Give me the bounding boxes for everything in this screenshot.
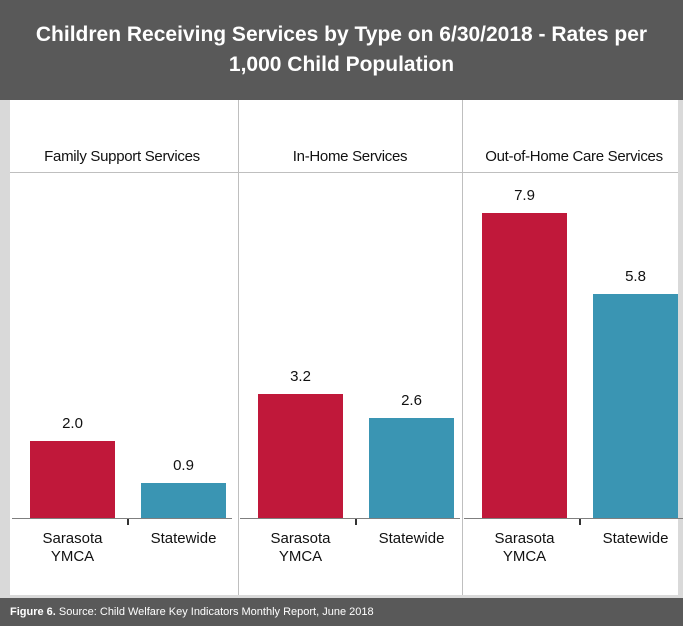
bar-label: Statewide <box>378 530 445 547</box>
baseline <box>464 518 683 519</box>
bar <box>141 483 226 518</box>
bar <box>593 294 678 518</box>
panel-header: In-Home Services <box>292 148 408 165</box>
value-label: 2.6 <box>401 391 422 409</box>
baseline <box>12 518 232 519</box>
bar-label: Sarasota YMCA <box>270 530 331 565</box>
panel-header: Out-of-Home Care Services <box>485 148 663 165</box>
bar <box>258 394 343 518</box>
chart-title: Children Receiving Services by Type on 6… <box>0 0 683 100</box>
value-label: 5.8 <box>625 268 646 286</box>
plot-area: Family Support Services In-Home Services O… <box>10 100 683 595</box>
figure-label: Figure 6. <box>10 606 56 618</box>
bar <box>30 440 115 518</box>
bar-label: Statewide <box>150 530 217 547</box>
panel-divider <box>238 100 239 595</box>
baseline <box>240 518 460 519</box>
bar-label: Statewide <box>602 530 669 547</box>
value-label: 2.0 <box>62 414 83 432</box>
bar <box>482 213 567 518</box>
x-tick <box>579 519 581 525</box>
value-label: 0.9 <box>173 457 194 475</box>
bar-label: Sarasota YMCA <box>494 530 555 565</box>
x-tick <box>127 519 129 525</box>
bar-label: Sarasota YMCA <box>42 530 103 565</box>
value-label: 3.2 <box>290 368 311 386</box>
panel-header: Family Support Services <box>44 148 200 165</box>
source: Source: Child Welfare Key Indicators Mon… <box>58 606 374 618</box>
header-rule <box>10 172 678 173</box>
x-tick <box>355 519 357 525</box>
bar <box>369 417 454 518</box>
value-label: 7.9 <box>514 187 535 205</box>
footer: Figure 6. Source: Child Welfare Key Indi… <box>0 598 683 626</box>
panel-divider <box>462 100 463 595</box>
